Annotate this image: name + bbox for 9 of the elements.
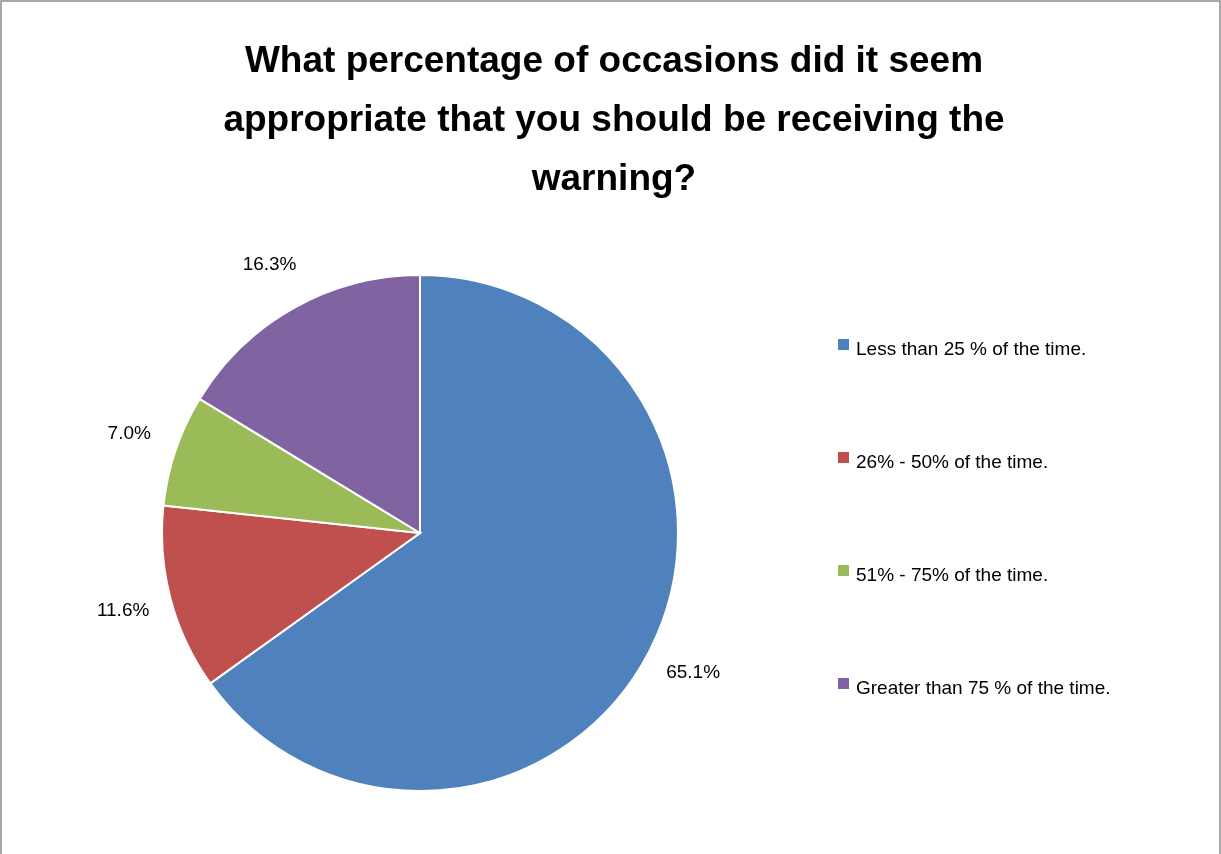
legend-label: 26% - 50% of the time. <box>856 451 1049 473</box>
data-label: 16.3% <box>242 253 297 275</box>
legend-label: 51% - 75% of the time. <box>856 564 1049 586</box>
legend-label: Greater than 75 % of the time. <box>856 677 1111 699</box>
data-label: 7.0% <box>107 422 151 444</box>
legend-label: Less than 25 % of the time. <box>856 338 1087 360</box>
data-label: 65.1% <box>666 661 721 683</box>
data-label: 11.6% <box>96 599 150 621</box>
chart-title: What percentage of occasions did it seem appropriate that you should be receiving the warning? <box>223 39 1005 198</box>
